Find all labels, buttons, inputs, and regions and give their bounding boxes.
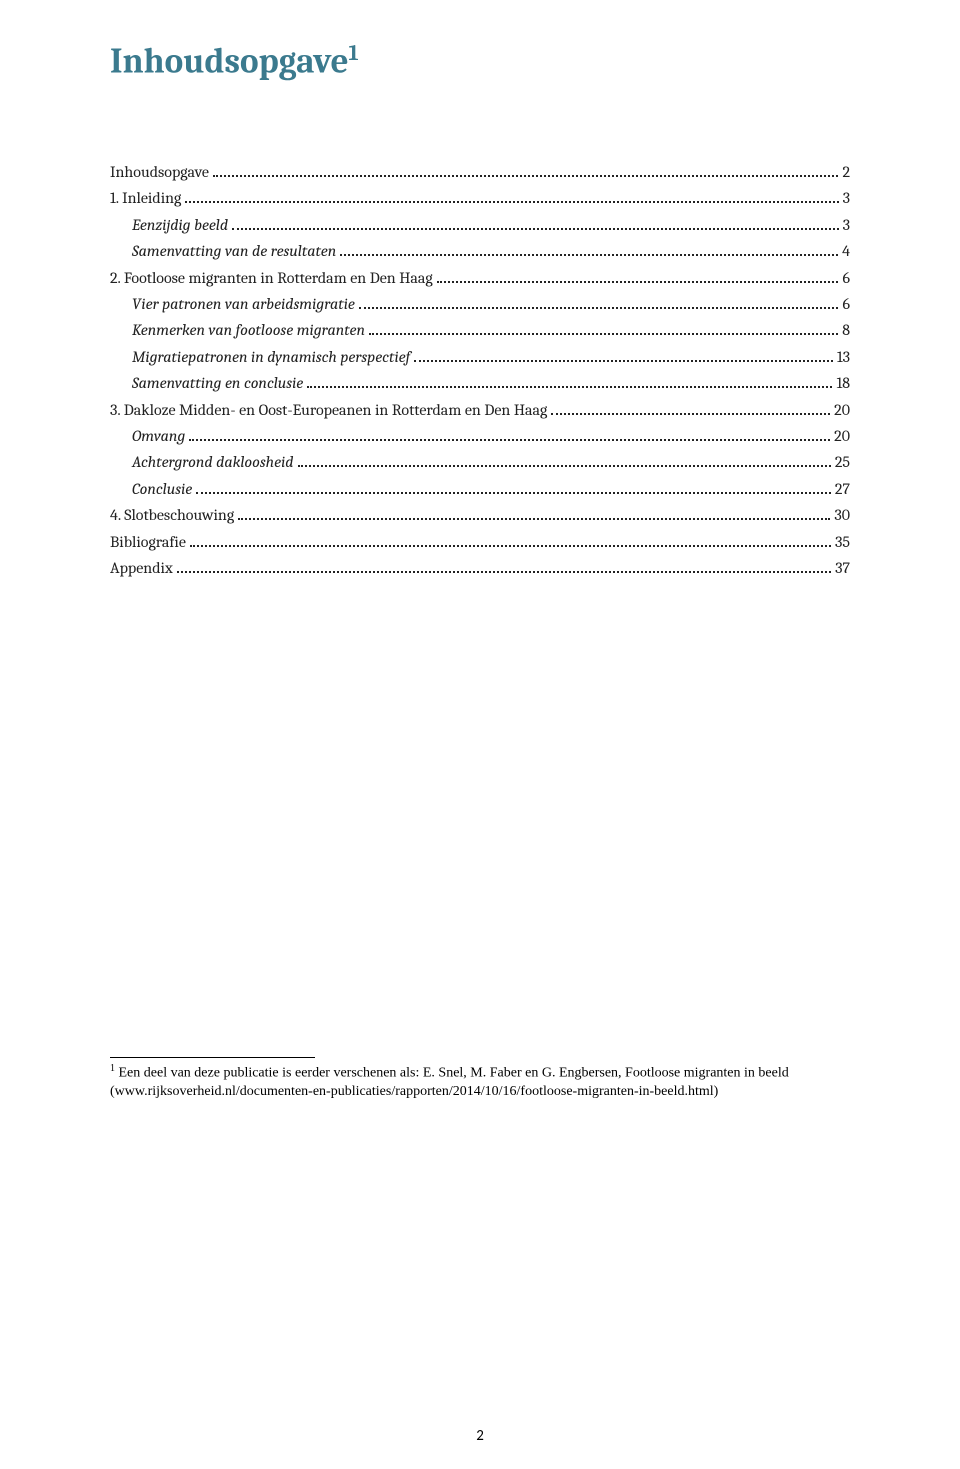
toc-label: Appendix [110, 559, 173, 577]
toc-page: 30 [834, 506, 850, 524]
toc-page: 2 [842, 163, 850, 181]
page-title: Inhoudsopgave1 [110, 40, 850, 83]
title-text: Inhoudsopgave [110, 41, 349, 82]
toc-row: 2. Footloose migranten in Rotterdam en D… [110, 268, 850, 286]
toc-leader [185, 189, 838, 203]
toc-label: Bibliografie [110, 533, 186, 551]
toc-page: 3 [843, 216, 850, 234]
toc-leader [177, 559, 831, 573]
toc-label: Migratiepatronen in dynamisch perspectie… [132, 348, 410, 366]
page-number: 2 [0, 1427, 960, 1445]
toc-page: 20 [834, 427, 850, 445]
toc-page: 3 [843, 189, 850, 207]
toc-leader [359, 295, 839, 309]
toc-leader [298, 453, 831, 467]
document-page: Inhoudsopgave1 Inhoudsopgave21. Inleidin… [0, 0, 960, 1469]
toc-page: 25 [835, 453, 850, 471]
toc-leader [213, 163, 838, 177]
title-superscript: 1 [349, 40, 359, 66]
toc-label: Inhoudsopgave [110, 163, 209, 181]
toc-label: Conclusie [132, 480, 192, 498]
toc-label: Omvang [132, 427, 185, 445]
toc-row: Samenvatting en conclusie 18 [110, 374, 850, 392]
toc-label: Achtergrond dakloosheid [132, 453, 294, 471]
toc-page: 35 [835, 533, 850, 551]
toc-page: 18 [836, 374, 850, 392]
toc-row: 1. Inleiding 3 [110, 189, 850, 207]
toc-label: Samenvatting en conclusie [132, 374, 303, 392]
toc-label: 1. Inleiding [110, 189, 181, 207]
toc-leader [232, 215, 839, 229]
toc-label: Eenzijdig beeld [132, 216, 228, 234]
toc-page: 20 [834, 401, 850, 419]
toc-label: 2. Footloose migranten in Rotterdam en D… [110, 269, 433, 287]
toc-label: Vier patronen van arbeidsmigratie [132, 295, 355, 313]
footnote-divider [110, 1057, 315, 1058]
toc-leader [190, 532, 831, 546]
toc-label: Samenvatting van de resultaten [132, 242, 336, 260]
toc-row: 3. Dakloze Midden- en Oost-Europeanen in… [110, 400, 850, 418]
toc-row: Migratiepatronen in dynamisch perspectie… [110, 347, 850, 365]
toc-page: 37 [835, 559, 850, 577]
toc-row: Inhoudsopgave 2 [110, 163, 850, 181]
toc-page: 27 [835, 480, 850, 498]
toc-leader [196, 479, 831, 493]
toc-page: 4 [842, 242, 850, 260]
toc-leader [437, 268, 839, 282]
toc-leader [189, 427, 830, 441]
toc-row: Omvang 20 [110, 427, 850, 445]
toc-leader [340, 242, 838, 256]
toc-row: Conclusie 27 [110, 479, 850, 497]
toc-label: 3. Dakloze Midden- en Oost-Europeanen in… [110, 401, 547, 419]
toc-row: Samenvatting van de resultaten 4 [110, 242, 850, 260]
toc-row: Appendix 37 [110, 559, 850, 577]
toc-leader [414, 347, 833, 361]
toc-leader [307, 374, 832, 388]
toc-row: Vier patronen van arbeidsmigratie 6 [110, 295, 850, 313]
footnote-text: Een deel van deze publicatie is eerder v… [110, 1066, 789, 1100]
toc-page: 8 [842, 321, 850, 339]
toc-page: 13 [837, 348, 850, 366]
footnote: 1 Een deel van deze publicatie is eerder… [110, 1062, 850, 1102]
toc-row: Bibliografie 35 [110, 532, 850, 550]
toc-row: 4. Slotbeschouwing 30 [110, 506, 850, 524]
toc-page: 6 [842, 269, 850, 287]
toc-leader [238, 506, 830, 520]
toc-label: Kenmerken van footloose migranten [132, 321, 365, 339]
toc-label: 4. Slotbeschouwing [110, 506, 234, 524]
toc-page: 6 [842, 295, 850, 313]
toc-row: Achtergrond dakloosheid 25 [110, 453, 850, 471]
toc-row: Eenzijdig beeld 3 [110, 215, 850, 233]
toc-leader [551, 400, 830, 414]
table-of-contents: Inhoudsopgave21. Inleiding3Eenzijdig bee… [110, 163, 850, 577]
toc-leader [369, 321, 838, 335]
toc-row: Kenmerken van footloose migranten 8 [110, 321, 850, 339]
